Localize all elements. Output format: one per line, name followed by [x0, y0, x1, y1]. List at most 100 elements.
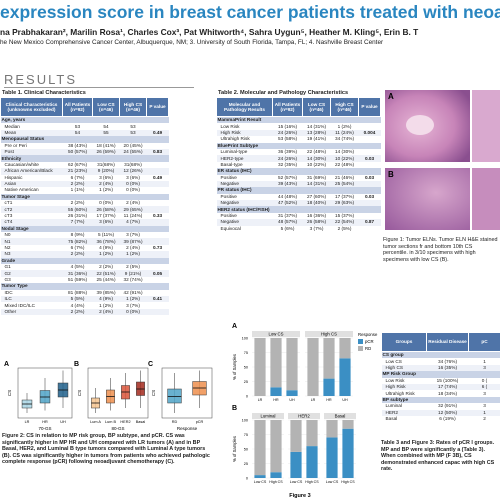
- section-cell: Tumor Type: [0, 283, 169, 290]
- table-row: PR status (IHC): [216, 187, 381, 194]
- table-cell: 1 (2%): [119, 295, 147, 303]
- data-table: Molecular and Pathology Results All Patie…: [216, 97, 381, 232]
- table-cell: Ultrahigh Risk: [385, 390, 415, 396]
- table-row: Tumor Type: [0, 283, 169, 290]
- table-row: Positive 52 (57%) 31 (69%) 21 (46%) 0.03: [217, 175, 381, 181]
- bar-segment: [254, 475, 266, 478]
- histology-image: [385, 90, 470, 162]
- bar-segment: [270, 338, 282, 388]
- table-row: High Risk 24 (26%) 13 (28%) 11 (24%) 0.004: [216, 129, 381, 137]
- table-row: Hispanic 6 (7%) 3 (6%) 3 (6%) 0.49: [1, 175, 169, 181]
- table-cell: 48 (57%): [272, 219, 303, 226]
- x-tick-label: Basal: [136, 420, 146, 424]
- table-cell: IDC: [4, 289, 13, 295]
- table-cell: 20 (45%): [123, 142, 143, 148]
- table-cell: 17 (37%): [96, 213, 116, 219]
- table-cell: 2 (4%): [126, 245, 140, 250]
- table-cell: 1 (1%): [70, 187, 85, 193]
- table-cell: High Risk: [381, 383, 427, 391]
- table-cell: [146, 206, 169, 213]
- x-tick-label: RD: [172, 420, 178, 424]
- table-cell: Equivocal: [220, 225, 241, 231]
- axis-label: CS: [7, 390, 12, 396]
- table-row: Ultrahigh Risk 53 (58%) 19 (41%) 34 (74%): [217, 136, 381, 142]
- table-cell: 0.49: [146, 129, 169, 137]
- section-cell: BluePrint Subtype: [216, 142, 381, 149]
- table-cell: 3: [483, 403, 486, 409]
- table-cell: 22 (51%): [92, 270, 120, 277]
- table-row: IDC 81 (88%) 39 (85%) 42 (91%): [1, 290, 169, 296]
- header-row: Groups Residual Disease pC: [381, 332, 500, 352]
- table-cell: 15 (37%): [334, 213, 355, 219]
- table-cell: 55 (60%): [62, 206, 93, 213]
- table-cell: HER2: [381, 409, 427, 416]
- table-cell: 53: [130, 123, 136, 129]
- table-cell: N1: [0, 238, 63, 245]
- table-cell: 2 (4%): [92, 308, 120, 316]
- table-cell: 3 (6%): [99, 174, 113, 180]
- table-cell: HER2-type: [216, 155, 273, 162]
- x-tick-label: UH: [60, 420, 66, 424]
- table-cell: 21 (46%): [334, 174, 355, 180]
- table-cell: 7 (7%): [62, 219, 93, 226]
- table-cell: 3: [483, 390, 486, 396]
- table-cell: 21 (23%): [62, 168, 93, 175]
- table-cell: 32 (35%): [277, 161, 298, 167]
- facet-title: High CS: [321, 332, 337, 337]
- table-cell: Negative: [216, 219, 273, 226]
- x-tick-label: Lum A: [90, 420, 101, 424]
- table-cell: 31 (36%): [62, 270, 93, 277]
- table-cell: 39 (85%): [96, 289, 116, 295]
- table-cell: G1: [4, 264, 11, 270]
- table-row: Luminal-type 36 (39%) 22 (48%) 14 (30%): [217, 149, 381, 155]
- table-cell: 2 (5%): [126, 264, 140, 270]
- table-row: Ultrahigh Risk 18 (34%) 3: [382, 390, 500, 396]
- table-cell: 31(68%): [124, 161, 142, 167]
- x-tick-label: Low CS: [254, 480, 267, 484]
- table-row: Pre or Peri 38 (43%) 18 (41%) 20 (45%): [1, 143, 169, 149]
- box: [106, 389, 115, 404]
- table-row: N3 2 (2%) 1 (2%) 1 (2%): [0, 251, 169, 258]
- bar-segment: [342, 420, 354, 429]
- table-row: Post 50 (57%) 26 (59%) 24 (55%) 0.83: [0, 148, 169, 156]
- y-tick-label: 100: [242, 418, 248, 422]
- table-cell: 2 (4%): [126, 200, 140, 206]
- table-cell: [146, 180, 169, 188]
- section-cell: Ethnicity: [0, 155, 169, 162]
- table-cell: 47 (52%): [272, 200, 303, 207]
- axis-label: 80-GS: [111, 426, 124, 431]
- figure-caption: Figure 1: Tumor ELNs. Tumor ELN H&E stai…: [383, 237, 498, 263]
- table-row: Median 53 54 53: [1, 123, 169, 129]
- table-cell: 53: [119, 129, 147, 137]
- axis-label: Response: [177, 426, 198, 431]
- table-cell: 6 (7%): [70, 245, 85, 250]
- y-tick-label: 75: [244, 433, 248, 437]
- table-cell: 4 (4%): [70, 302, 85, 308]
- table-row: ILC 5 (5%) 4 (9%) 1 (2%) 0.41: [0, 295, 169, 303]
- facet-title: Basal: [335, 414, 346, 419]
- column-header: Clinical Characteristics (unknowns exclu…: [0, 97, 63, 117]
- table-cell: 52 (57%): [277, 174, 298, 180]
- table-cell: 34 (76%): [437, 358, 458, 364]
- table-cell: 5 (5%): [62, 295, 93, 303]
- table-cell: 44 (48%): [277, 193, 298, 199]
- table-cell: 25 (44%): [96, 276, 116, 282]
- header-row: Clinical Characteristics (unknowns exclu…: [0, 97, 169, 117]
- histology-image: [472, 168, 500, 230]
- section-cell: MP Risk Group: [381, 371, 500, 378]
- table-cell: 26 (58%): [92, 206, 120, 213]
- table-cell: 53 (58%): [277, 136, 298, 142]
- bar-segment: [323, 378, 335, 396]
- table-cell: Low Risk: [220, 123, 240, 129]
- table-cell: 2: [483, 416, 486, 422]
- table-cell: 24 (26%): [272, 155, 303, 162]
- axis-label: CS: [77, 390, 82, 396]
- table-cell: 42 (91%): [123, 289, 143, 295]
- table-cell: 50 (57%): [62, 148, 93, 156]
- table-cell: 0.41: [146, 295, 169, 303]
- table-cell: 5 (11%): [97, 232, 115, 238]
- facet-strip: [252, 413, 284, 419]
- table-cell: 32 (74%): [123, 276, 143, 282]
- box: [39, 390, 51, 404]
